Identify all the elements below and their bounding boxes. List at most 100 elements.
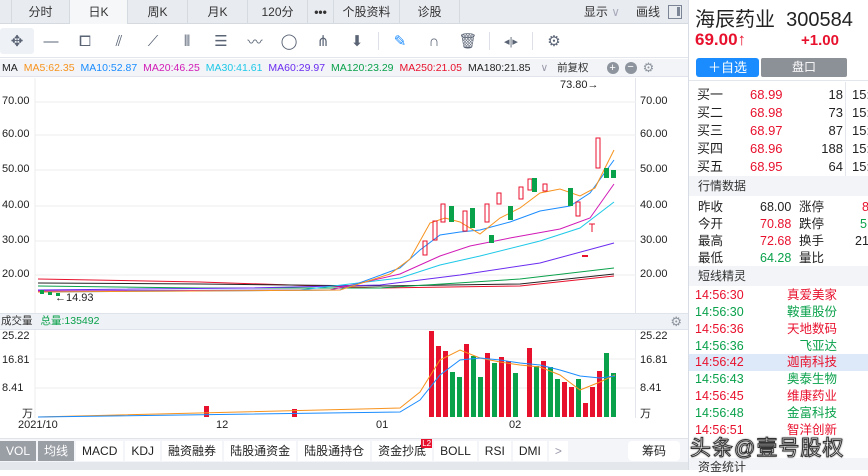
y-tick-right: 20.00 [640,268,668,280]
bottom-bar [0,462,688,470]
more-tabs-button[interactable]: ••• [308,0,334,24]
tab-stock-profile[interactable]: 个股资料 [334,0,400,24]
magnet-icon[interactable]: ∩ [428,32,440,50]
draw-menu[interactable]: 画线 [635,5,660,19]
vertical-lines-icon[interactable]: ⦀ [183,32,191,50]
adjust-dropdown[interactable]: ∨ 前复权 [540,59,594,77]
indicator-ma[interactable]: 均线 [38,440,75,461]
sprite-time: 14:56:36 [695,322,744,336]
gear-icon[interactable]: ⚙ [547,33,561,50]
ma30-value: MA30:41.61 [205,61,263,74]
stock-code: 300584 [786,9,853,31]
zoom-in-icon[interactable]: + [606,61,619,74]
indicator-macd[interactable]: MACD [76,440,124,461]
eraser-icon[interactable]: ✎ [393,33,407,50]
y-tick-right: 50.00 [640,163,668,175]
ma120-value: MA120:23.29 [331,61,394,74]
high-annotation: 73.80→ [560,79,599,91]
sprite-row-selected[interactable]: 14:56:42 迦南科技 [689,354,868,371]
ma5-value: MA5:62.35 [23,61,75,74]
vol-unit-right: 万 [640,408,651,420]
bid-label: 买三 [697,123,724,138]
line-icon[interactable]: — [43,32,59,50]
order-book-tab[interactable]: 盘口 [761,58,847,77]
indicator-vol[interactable]: VOL [0,440,37,461]
tab-diagnose[interactable]: 诊股 [400,0,460,24]
sprite-row[interactable]: 14:56:30 鞍重股份 [689,304,868,321]
ma180-value: MA180:21.85 [467,61,531,74]
indicator-rsi[interactable]: RSI [478,440,511,461]
vol-y-tick: 8.41 [2,382,24,394]
indicator-margin[interactable]: 融资融券 [162,440,223,461]
chevron-right-icon[interactable]: > [548,440,568,461]
add-watchlist-button[interactable]: ＋自选 [696,58,759,77]
kline-chart[interactable]: 70.00 60.00 50.00 40.00 30.00 20.00 73.8… [0,78,636,313]
sprite-row[interactable]: 14:56:51 智洋创新 [689,422,868,439]
divider [489,32,490,50]
move-icon[interactable]: ✥ [0,28,34,54]
x-tick: 12 [216,419,229,431]
vol-y-tick-right: 8.41 [640,382,662,394]
sprite-stock: 迦南科技 [786,355,837,369]
sprite-row[interactable]: 14:56:30 真爱美家 [689,287,868,304]
y-tick: 50.00 [2,163,30,175]
x-tick: 01 [376,419,389,431]
volume-chart[interactable] [0,330,636,418]
quote-value: 8 [862,200,868,214]
settings-gear-icon[interactable]: ⚙ [642,59,655,75]
sprite-row[interactable]: 14:56:36 飞亚达 [689,338,868,355]
wave-icon[interactable]: 〰 [247,33,263,51]
tab-weekly-k[interactable]: 周K [128,0,188,24]
ma60-value: MA60:29.97 [268,61,326,74]
fan-icon[interactable]: ⫽ [115,32,123,50]
parallel-icon[interactable]: ⟋ [147,32,159,50]
zoom-out-icon[interactable]: − [624,61,637,74]
rect-icon[interactable]: ⧠ [78,32,91,50]
ma-legend-bar: MA MA5:62.35 MA10:52.87 MA20:46.25 MA30:… [0,59,688,77]
bid-price: 68.99 [750,87,783,102]
bid-time: 15: [852,123,868,138]
vol-y-tick-right: 16.81 [640,354,668,366]
tab-120min[interactable]: 120分 [248,0,308,24]
bid-volume: 188 [821,141,843,156]
indicator-hk-flow[interactable]: 陆股通资金 [224,440,297,461]
tab-daily-k[interactable]: 日K [70,0,128,24]
panel-toggle-icon[interactable] [0,0,12,24]
indicator-bottom-fishing[interactable]: 资金抄底 L2 [372,438,433,461]
low-annotation: ←14.93 [55,292,94,304]
bid-row: 买三 68.97 87 15: [689,122,868,139]
display-menu[interactable]: 显示 ∨ [576,3,628,20]
l2-badge: L2 [421,438,433,448]
chevron-down-icon: ∨ [540,61,549,74]
quote-value: 72.68 [760,234,792,248]
bid-volume: 87 [828,123,843,138]
price-change: +1.00 [801,32,839,49]
volume-settings-icon[interactable]: ⚙ [670,314,682,329]
sprite-stock: 金富科技 [786,406,837,420]
quote-key: 昨收 [698,200,724,214]
text-box-icon[interactable]: ☰ [214,33,228,50]
sprite-row[interactable]: 14:56:48 金富科技 [689,405,868,422]
quote-value: 5 [860,217,867,231]
indicator-dmi[interactable]: DMI [512,440,547,461]
circle-icon[interactable]: ◯ [280,33,298,50]
arrow-down-icon[interactable]: ⬇ [350,33,364,50]
tab-monthly-k[interactable]: 月K [188,0,248,24]
trash-icon[interactable]: 🗑 [458,33,478,50]
y-tick: 70.00 [2,95,30,107]
chips-button[interactable]: 筹码 [627,440,680,461]
sprite-row[interactable]: 14:56:36 天地数码 [689,321,868,338]
indicator-hk-holding[interactable]: 陆股通持仓 [298,440,371,461]
tab-timeshare[interactable]: 分时 [12,0,70,24]
sprite-row[interactable]: 14:56:43 奥泰生物 [689,371,868,388]
pitchfork-icon[interactable]: ⋔ [316,33,330,50]
bid-time: 15: [852,141,868,156]
indicator-boll[interactable]: BOLL [434,440,477,461]
sprite-row[interactable]: 14:56:45 维康药业 [689,388,868,405]
indicator-kdj[interactable]: KDJ [125,440,161,461]
sprite-time: 14:56:30 [695,305,744,319]
sidebar-toggle-icon[interactable] [668,4,682,19]
width-adjust-icon[interactable]: ◂|▸ [504,35,518,48]
adjust-label: 前复权 [557,61,589,74]
quote-panel: 海辰药业 300584 69.00↑ +1.00 ＋自选 盘口 买一 68.99 1… [688,0,868,474]
